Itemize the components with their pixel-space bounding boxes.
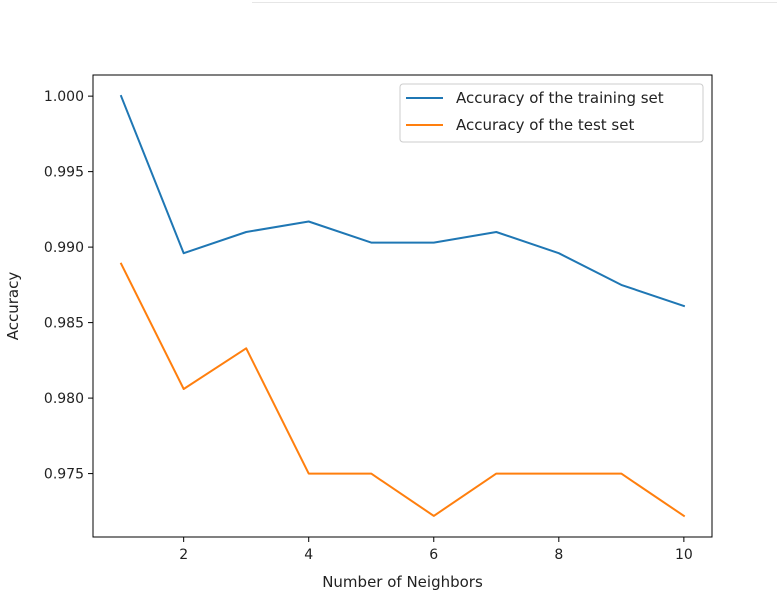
legend-label-test: Accuracy of the test set: [456, 116, 634, 134]
x-tick-label: 4: [304, 547, 313, 563]
y-tick-label: 1.000: [44, 89, 84, 105]
y-tick-label: 0.985: [44, 316, 84, 332]
series-line-training: [119, 94, 686, 308]
top-divider-line: [252, 2, 777, 3]
x-tick-label: 6: [429, 547, 438, 563]
x-axis-title: Number of Neighbors: [322, 573, 483, 591]
legend-label-training: Accuracy of the training set: [456, 89, 664, 107]
y-tick-label: 0.995: [44, 165, 84, 181]
y-axis: 0.975 0.980 0.985 0.990 0.995 1.000: [44, 89, 93, 483]
series-lines: [119, 94, 686, 518]
x-tick-label: 2: [179, 547, 188, 563]
x-tick-label: 10: [675, 547, 693, 563]
y-axis-title: Accuracy: [4, 272, 22, 341]
y-tick-label: 0.980: [44, 391, 84, 407]
x-tick-label: 8: [554, 547, 563, 563]
x-axis: 2 4 6 8 10: [179, 537, 693, 563]
legend-box: [399, 83, 704, 143]
y-tick-label: 0.975: [44, 467, 84, 483]
y-tick-label: 0.990: [44, 240, 84, 256]
series-line-test: [119, 262, 686, 518]
legend: Accuracy of the training set Accuracy of…: [399, 83, 704, 143]
plot-area: [92, 74, 713, 538]
